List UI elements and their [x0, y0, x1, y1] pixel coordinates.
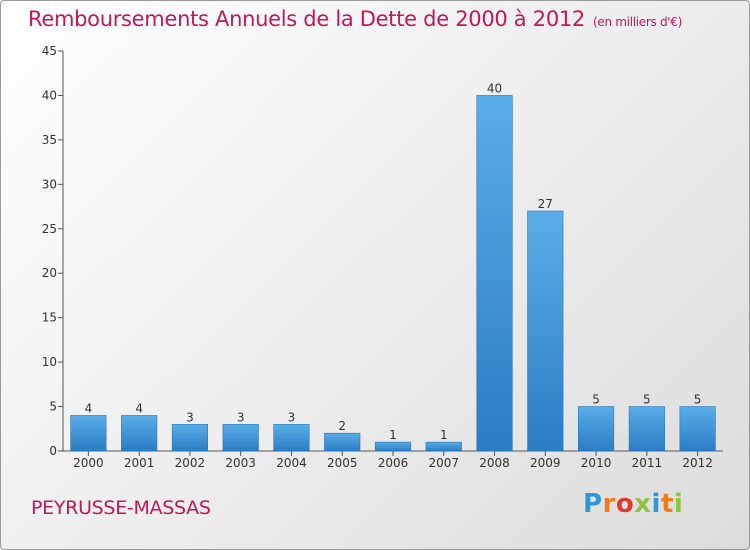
- bar-2000: [70, 415, 107, 452]
- bar-2005: [324, 432, 361, 452]
- x-tick-label: 2000: [73, 456, 104, 470]
- x-tick-label: 2005: [327, 456, 358, 470]
- data-label: 1: [389, 428, 397, 442]
- y-tick-label: 20: [42, 266, 57, 280]
- y-tick-label: 30: [42, 177, 57, 191]
- data-label: 1: [440, 428, 448, 442]
- x-axis: 2000 2001 2002 2003 2004 2005 2006 2007 2008 2009…: [63, 450, 723, 470]
- logo-letter: P: [583, 489, 603, 519]
- data-label: 4: [85, 401, 93, 415]
- bar-2009: [527, 210, 564, 452]
- data-label: 2: [338, 419, 346, 433]
- x-tick-label: 2012: [682, 456, 713, 470]
- bar-2006: [374, 441, 412, 452]
- chart-subtitle: (en milliers d'€): [593, 15, 683, 29]
- bars: [70, 95, 716, 452]
- y-tick-label: 15: [42, 311, 57, 325]
- proxiti-logo: Proxiti: [583, 489, 683, 519]
- y-tick-label: 10: [42, 355, 57, 369]
- logo-letter: o: [615, 489, 635, 519]
- y-tick-label: 25: [42, 222, 57, 236]
- x-tick-label: 2008: [479, 456, 510, 470]
- bar-2003: [222, 424, 259, 452]
- bar-2002: [171, 424, 208, 452]
- bar-2010: [578, 406, 615, 452]
- data-label: 27: [538, 197, 553, 211]
- bar-2012: [679, 406, 716, 452]
- y-axis: 0 5 10 15 20 25 30 35 40 45: [42, 44, 64, 458]
- bar-2004: [273, 424, 310, 452]
- commune-name: PEYRUSSE-MASSAS: [31, 497, 211, 519]
- y-tick-label: 5: [49, 400, 57, 414]
- x-tick-label: 2006: [378, 456, 409, 470]
- y-tick-label: 40: [42, 88, 57, 102]
- logo-letter: r: [602, 489, 616, 519]
- x-tick-label: 2010: [581, 456, 612, 470]
- data-label: 3: [237, 410, 245, 424]
- x-tick-label: 2003: [225, 456, 256, 470]
- data-label: 4: [135, 401, 143, 415]
- chart-title: Remboursements Annuels de la Dette de 20…: [28, 7, 682, 31]
- data-label: 3: [288, 410, 296, 424]
- data-label: 3: [186, 410, 194, 424]
- logo-letter: x: [634, 489, 652, 519]
- y-tick-label: 0: [49, 444, 57, 458]
- chart-title-text: Remboursements Annuels de la Dette de 20…: [28, 7, 585, 31]
- x-tick-label: 2011: [632, 456, 663, 470]
- x-tick-label: 2009: [530, 456, 561, 470]
- data-labels: 4 4 3 3 3 2 1 1 40 27 5 5 5: [85, 81, 702, 442]
- x-tick-label: 2004: [276, 456, 307, 470]
- x-tick-label: 2007: [428, 456, 459, 470]
- bar-2008: [476, 95, 513, 452]
- data-label: 5: [592, 393, 600, 407]
- bar-2007: [425, 441, 462, 452]
- y-tick-label: 45: [42, 44, 57, 58]
- data-label: 5: [643, 393, 651, 407]
- logo-letter: i: [673, 489, 684, 519]
- x-tick-label: 2001: [124, 456, 155, 470]
- bar-2001: [121, 415, 158, 452]
- logo-letter: t: [660, 489, 674, 519]
- bar-2011: [628, 406, 665, 452]
- data-label: 5: [694, 393, 702, 407]
- x-tick-label: 2002: [175, 456, 206, 470]
- logo-letter: i: [651, 489, 661, 519]
- data-label: 40: [487, 81, 502, 95]
- y-tick-label: 35: [42, 133, 57, 147]
